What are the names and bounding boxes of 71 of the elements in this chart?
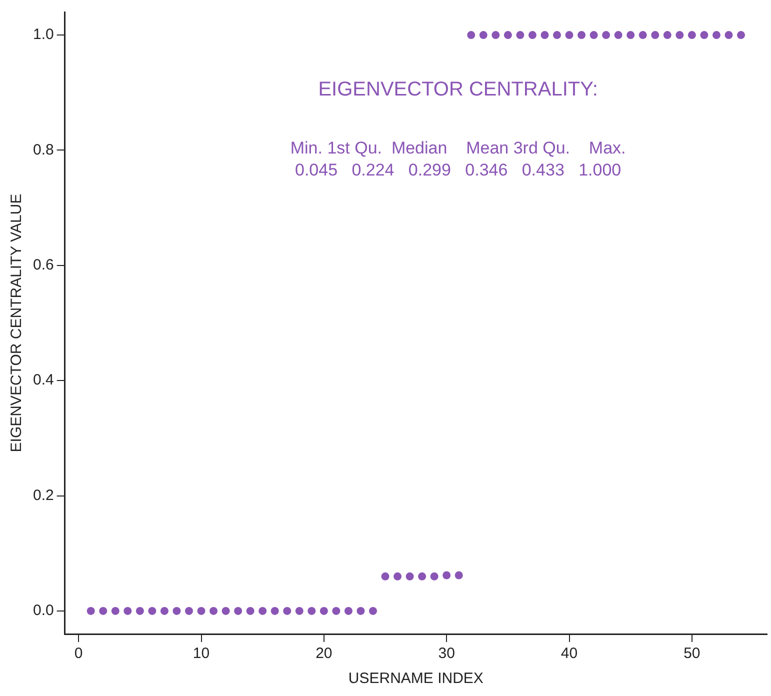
annotation: EIGENVECTOR CENTRALITY: — [318, 78, 598, 101]
point — [111, 606, 120, 615]
point — [540, 31, 549, 40]
point — [394, 572, 402, 580]
x-tick-label: 0 — [74, 645, 83, 662]
point — [86, 606, 95, 615]
point — [626, 31, 635, 40]
point — [197, 606, 206, 615]
point — [528, 31, 536, 40]
point — [270, 606, 279, 615]
point — [184, 606, 193, 615]
point — [590, 31, 598, 40]
point — [454, 571, 463, 580]
point — [160, 606, 168, 615]
point — [712, 31, 720, 40]
point — [504, 31, 512, 40]
point — [736, 31, 745, 40]
point — [406, 572, 414, 580]
y-tick-label: 0.6 — [32, 256, 54, 274]
x-tick-label: 40 — [560, 645, 578, 662]
x-tick-label: 30 — [438, 645, 455, 662]
x-tick-label: 10 — [192, 645, 210, 662]
point — [430, 572, 438, 580]
point — [136, 606, 144, 615]
point — [442, 571, 451, 580]
x-tick-label: 50 — [684, 645, 700, 662]
point — [172, 606, 181, 615]
annotation: Min. 1st Qu. Median Mean 3rd Qu. Max. — [290, 138, 626, 158]
point — [222, 606, 230, 615]
y-tick-label: 0.0 — [32, 602, 54, 620]
point — [602, 31, 610, 40]
point — [381, 572, 390, 580]
point — [638, 31, 647, 40]
point — [246, 606, 254, 615]
annotation: 0.045 0.224 0.299 0.346 0.433 1.000 — [295, 160, 622, 180]
point — [124, 606, 132, 615]
point — [467, 31, 476, 40]
point — [210, 606, 218, 615]
point — [663, 31, 672, 40]
point — [676, 31, 684, 40]
point — [332, 606, 340, 615]
point — [258, 606, 267, 615]
point — [320, 606, 328, 615]
point — [356, 606, 365, 615]
x-tick-label: 20 — [316, 645, 332, 662]
x-axis-title: USERNAME INDEX — [348, 670, 484, 688]
point — [368, 606, 377, 615]
point — [700, 31, 708, 40]
point — [492, 31, 500, 40]
point — [148, 606, 156, 615]
point — [724, 31, 733, 40]
point — [234, 606, 242, 615]
point — [516, 31, 524, 40]
y-tick-label: 0.8 — [32, 141, 54, 158]
y-axis-title: EIGENVECTOR CENTRALITY VALUE — [8, 194, 26, 452]
point — [283, 606, 292, 615]
point — [565, 31, 574, 40]
point — [418, 572, 426, 580]
point — [552, 31, 561, 40]
y-tick-label: 0.4 — [32, 372, 54, 389]
point — [479, 31, 488, 40]
point — [651, 31, 660, 40]
point — [308, 606, 316, 615]
y-tick-label: 1.0 — [32, 26, 54, 44]
y-tick-label: 0.2 — [32, 486, 54, 504]
point — [688, 31, 696, 40]
point — [99, 606, 108, 615]
point — [344, 606, 352, 615]
point — [614, 31, 622, 40]
point — [295, 606, 304, 615]
point — [578, 31, 586, 40]
